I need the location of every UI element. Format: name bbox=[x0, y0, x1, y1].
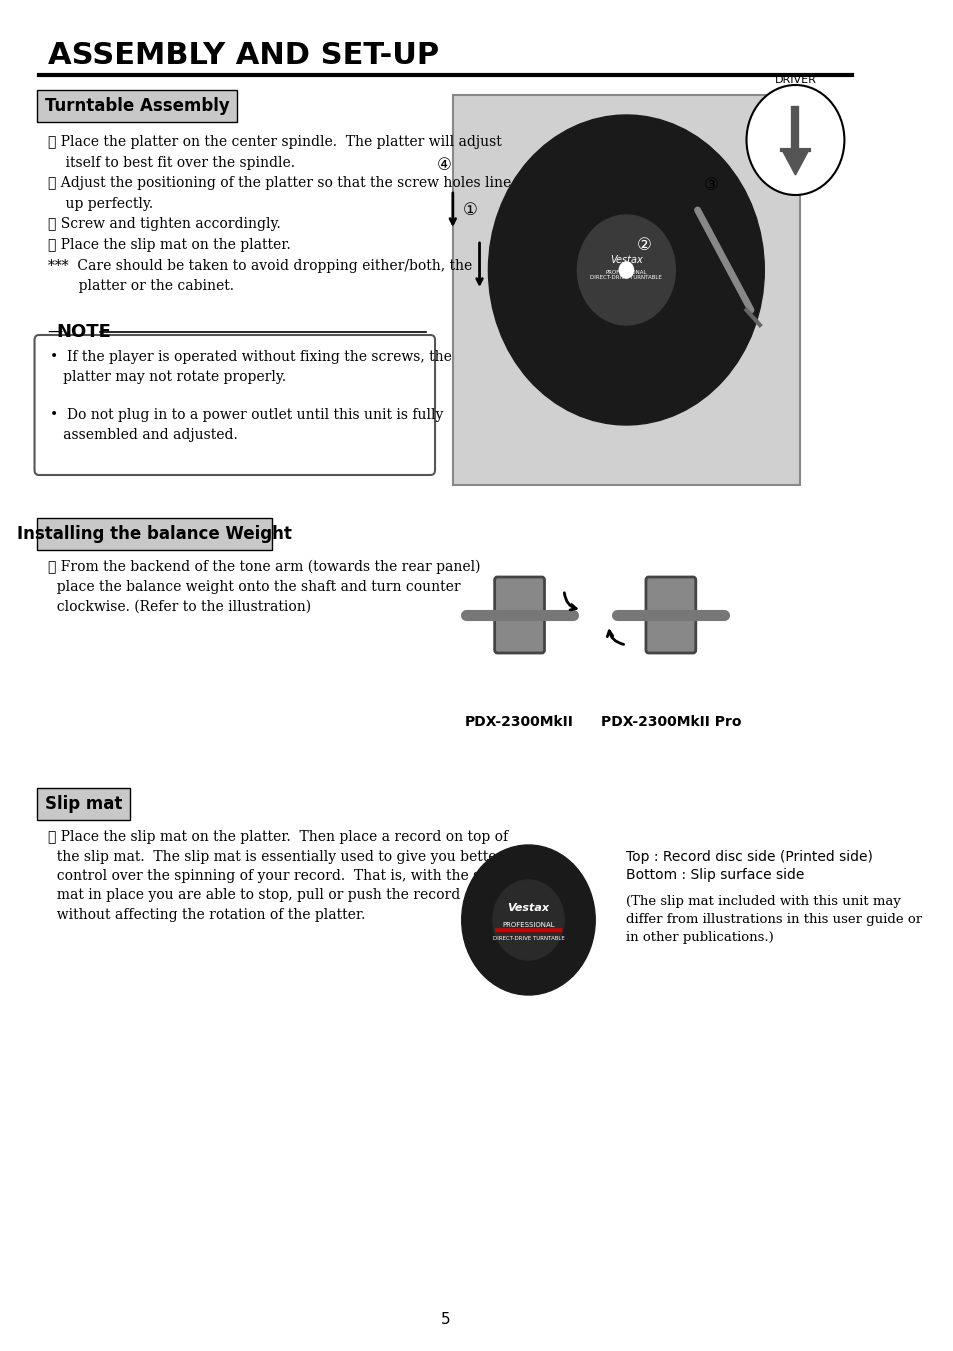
Text: PROFESSIONAL
DIRECT-DRIVE TURNTABLE: PROFESSIONAL DIRECT-DRIVE TURNTABLE bbox=[590, 270, 661, 281]
Text: DRIVER: DRIVER bbox=[774, 76, 816, 85]
Text: ④: ④ bbox=[436, 155, 451, 174]
Circle shape bbox=[618, 262, 633, 278]
FancyBboxPatch shape bbox=[34, 335, 435, 476]
Text: NOTE: NOTE bbox=[57, 323, 112, 340]
Circle shape bbox=[488, 115, 763, 426]
Text: Bottom : Slip surface side: Bottom : Slip surface side bbox=[626, 867, 804, 882]
Text: ③: ③ bbox=[702, 176, 718, 195]
Text: Slip mat: Slip mat bbox=[45, 794, 122, 813]
Text: 5: 5 bbox=[440, 1313, 450, 1328]
Text: DIRECT-DRIVE TURNTABLE: DIRECT-DRIVE TURNTABLE bbox=[492, 935, 564, 940]
FancyBboxPatch shape bbox=[37, 517, 272, 550]
Text: ASSEMBLY AND SET-UP: ASSEMBLY AND SET-UP bbox=[48, 41, 438, 69]
Text: (The slip mat included with this unit may
differ from illustrations in this user: (The slip mat included with this unit ma… bbox=[626, 894, 922, 944]
Text: Turntable Assembly: Turntable Assembly bbox=[45, 97, 229, 115]
FancyBboxPatch shape bbox=[37, 91, 236, 122]
Text: ① Place the slip mat on the platter.  Then place a record on top of
  the slip m: ① Place the slip mat on the platter. The… bbox=[48, 830, 508, 921]
Text: Installing the balance Weight: Installing the balance Weight bbox=[17, 526, 292, 543]
Text: ②: ② bbox=[636, 236, 651, 254]
FancyBboxPatch shape bbox=[495, 577, 544, 653]
Text: PROFESSIONAL: PROFESSIONAL bbox=[501, 921, 555, 928]
Text: Top : Record disc side (Printed side): Top : Record disc side (Printed side) bbox=[626, 850, 872, 865]
Text: Vestax: Vestax bbox=[507, 902, 549, 913]
Circle shape bbox=[746, 85, 843, 195]
Text: PDX-2300MkII: PDX-2300MkII bbox=[465, 715, 574, 730]
Text: ①: ① bbox=[463, 201, 477, 219]
Circle shape bbox=[577, 215, 675, 326]
Circle shape bbox=[493, 880, 563, 961]
Polygon shape bbox=[781, 150, 808, 176]
FancyBboxPatch shape bbox=[37, 788, 130, 820]
Text: —: — bbox=[48, 324, 72, 339]
Text: PDX-2300MkII Pro: PDX-2300MkII Pro bbox=[600, 715, 740, 730]
FancyBboxPatch shape bbox=[645, 577, 695, 653]
Circle shape bbox=[461, 844, 595, 994]
Text: •  If the player is operated without fixing the screws, the
   platter may not r: • If the player is operated without fixi… bbox=[50, 350, 451, 442]
Text: Vestax: Vestax bbox=[609, 255, 642, 265]
Text: ① Place the platter on the center spindle.  The platter will adjust
    itself t: ① Place the platter on the center spindl… bbox=[48, 135, 511, 293]
FancyBboxPatch shape bbox=[453, 95, 799, 485]
Text: ① From the backend of the tone arm (towards the rear panel)
  place the balance : ① From the backend of the tone arm (towa… bbox=[48, 561, 480, 613]
